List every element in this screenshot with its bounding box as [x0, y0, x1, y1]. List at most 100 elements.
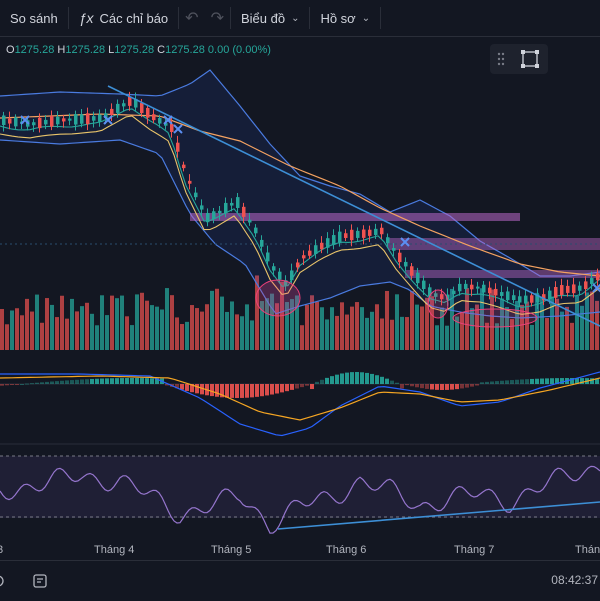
bollinger-fill [0, 70, 600, 318]
candle-body [68, 118, 72, 121]
candle-body [116, 103, 120, 113]
volume-bar [35, 294, 39, 350]
macd-histogram-bar [225, 384, 229, 398]
macd-histogram-bar [55, 381, 59, 384]
volume-bar [385, 290, 389, 350]
volume-bar [500, 298, 504, 350]
resistance-zone [405, 270, 600, 278]
profile-menu-button[interactable]: Hồ sơ ⌄ [310, 0, 380, 36]
volume-bar [95, 325, 99, 350]
time-axis-label: Tháng 4 [94, 544, 135, 556]
macd-histogram-bar [530, 378, 534, 384]
volume-bar [260, 301, 264, 350]
candle-body [500, 292, 504, 296]
volume-bar [60, 295, 64, 350]
candle-body [110, 108, 114, 116]
volume-bar [355, 302, 359, 350]
macd-histogram-bar [40, 382, 44, 384]
candle-body [218, 210, 222, 214]
candle-body [404, 261, 408, 267]
candle-body [44, 119, 48, 125]
volume-bar [75, 311, 79, 350]
chart-canvas[interactable] [0, 36, 600, 538]
macd-histogram-bar [545, 378, 549, 384]
volume-bar [130, 325, 134, 350]
candle-body [386, 237, 390, 244]
candle-body [278, 271, 282, 280]
macd-histogram-bar [575, 378, 579, 384]
volume-bar [185, 321, 189, 350]
volume-bar [100, 295, 104, 350]
toolbar-divider [67, 7, 69, 29]
candle-body [410, 266, 414, 276]
candle-body [38, 117, 42, 129]
candle-body [242, 206, 246, 217]
compare-button[interactable]: So sánh [0, 0, 68, 36]
fx-icon: ƒx [78, 10, 94, 26]
candle-body [482, 284, 486, 293]
volume-bar [25, 298, 29, 350]
candle-body [338, 231, 342, 243]
time-axis[interactable]: 3 Tháng 4 Tháng 5 Tháng 6 Tháng 7 Thán [0, 538, 600, 560]
macd-histogram-bar [375, 375, 379, 384]
volume-bar [395, 294, 399, 350]
candle-body [380, 227, 384, 235]
volume-bar [415, 304, 419, 350]
candle-body [224, 202, 228, 214]
volume-bar [195, 308, 199, 350]
macd-histogram-bar [15, 384, 19, 385]
redo-icon[interactable]: ↷ [210, 10, 224, 27]
macd-histogram-bar [370, 373, 374, 384]
macd-histogram-bar [345, 372, 349, 384]
volume-bar [375, 304, 379, 350]
candle-body [104, 113, 108, 118]
macd-histogram-bar [525, 379, 529, 384]
open-key: O [6, 44, 15, 56]
macd-histogram-bar [115, 378, 119, 384]
candle-body [554, 286, 558, 298]
drag-handle-icon[interactable] [497, 52, 505, 66]
rsi-trendline [277, 501, 600, 530]
volume-bar [555, 298, 559, 350]
volume-bar [5, 324, 9, 350]
chart-menu-button[interactable]: Biểu đồ ⌄ [231, 0, 309, 36]
macd-histogram-bar [230, 384, 234, 398]
indicators-button[interactable]: ƒx Các chỉ báo [69, 0, 178, 36]
time-axis-label: Tháng 7 [454, 544, 495, 556]
macd-histogram-bar [105, 378, 109, 384]
drawing-widget[interactable] [490, 44, 548, 74]
macd-histogram-bar [140, 378, 144, 384]
toolbar-divider [178, 7, 180, 29]
volume-bar [205, 304, 209, 350]
macd-histogram-bar [300, 384, 304, 388]
replay-icon[interactable] [31, 572, 49, 590]
macd-histogram-bar [280, 384, 284, 393]
macd-histogram-bar [355, 372, 359, 384]
candle-body [266, 252, 270, 262]
macd-histogram-bar [425, 384, 429, 389]
macd-histogram-bar [60, 380, 64, 384]
macd-histogram-bar [130, 378, 134, 384]
volume-bar [570, 322, 574, 350]
macd-histogram-bar [295, 384, 299, 389]
macd-histogram-bar [265, 384, 269, 396]
volume-bar [275, 303, 279, 350]
timeframe-icon[interactable] [0, 573, 6, 589]
macd-histogram-bar [550, 378, 554, 384]
macd-histogram-bar [45, 381, 49, 384]
macd-histogram-bar [175, 384, 179, 389]
candle-body [476, 286, 480, 289]
macd-histogram-bar [70, 380, 74, 384]
volume-bar [225, 311, 229, 350]
fullscreen-icon[interactable] [519, 48, 541, 70]
volume-bar [245, 304, 249, 350]
volume-bar [255, 275, 259, 350]
undo-icon[interactable]: ↶ [185, 10, 199, 27]
macd-histogram-bar [335, 374, 339, 384]
volume-bar [530, 324, 534, 350]
macd-histogram-bar [210, 384, 214, 397]
volume-bar [460, 312, 464, 350]
candle-body [164, 123, 168, 126]
volume-bars [0, 275, 599, 350]
macd-histogram-bar [25, 383, 29, 385]
